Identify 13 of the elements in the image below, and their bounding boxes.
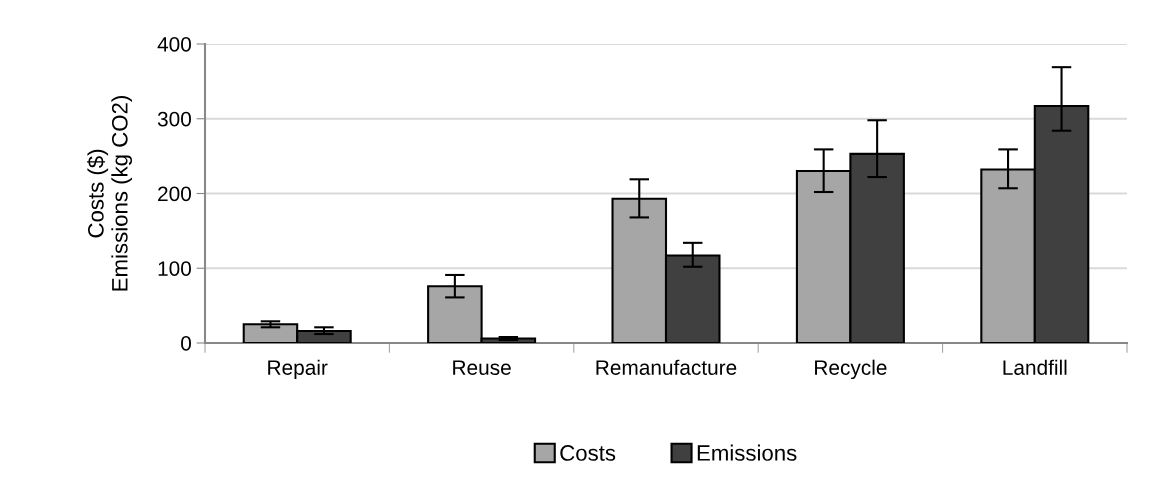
legend-label: Costs	[560, 445, 616, 461]
x-tick-label: Repair	[268, 359, 328, 380]
y-tick-label: 100	[158, 261, 191, 276]
x-tick-label: Landfill	[1003, 359, 1067, 375]
x-tick-label: Reuse	[453, 360, 511, 375]
y-tick-label: 400	[157, 37, 191, 52]
x-tick-label: Recycle	[815, 359, 887, 380]
y-tick-label: 300	[157, 111, 191, 127]
y-tick-label: 0	[181, 336, 191, 351]
y-axis-title: Costs ($) Emissions (kg CO2)	[87, 96, 133, 291]
legend-label: Emissions	[697, 444, 797, 461]
y-tick-label: 200	[158, 186, 191, 202]
x-tick-label: Remanufacture	[596, 359, 737, 375]
